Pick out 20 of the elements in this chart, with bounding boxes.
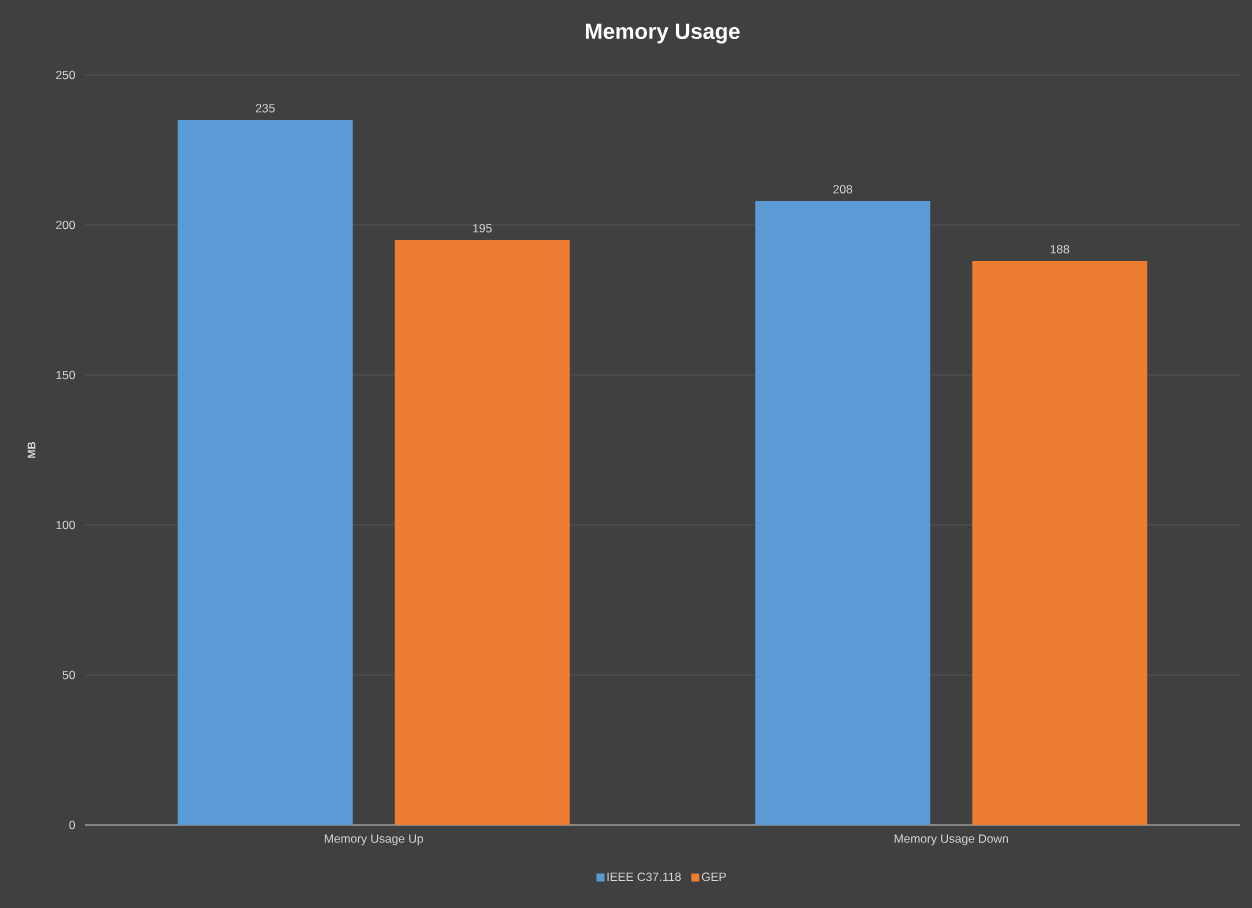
y-tick-label: 150: [56, 370, 76, 380]
data-label: 235: [255, 104, 275, 113]
chart-title: Memory Usage: [586, 23, 740, 44]
y-tick-label: 50: [62, 670, 76, 680]
data-label: 208: [833, 185, 853, 194]
y-tick-label: 0: [69, 820, 76, 830]
y-tick-label: 250: [56, 70, 76, 80]
legend-label: GEP: [701, 872, 726, 882]
bar: [972, 260, 1148, 825]
data-label: 188: [1050, 245, 1070, 254]
data-label: 195: [473, 224, 492, 233]
legend-label: IEEE C37.118: [607, 872, 681, 882]
bar: [755, 200, 931, 825]
y-tick-label: 100: [56, 520, 76, 530]
bar: [177, 119, 353, 825]
x-tick-label: Memory Usage Down: [894, 834, 1008, 846]
y-tick-label: 200: [56, 220, 76, 230]
bar: [394, 239, 570, 825]
y-axis-title: MB: [27, 441, 36, 458]
x-tick-label: Memory Usage Up: [324, 834, 424, 846]
